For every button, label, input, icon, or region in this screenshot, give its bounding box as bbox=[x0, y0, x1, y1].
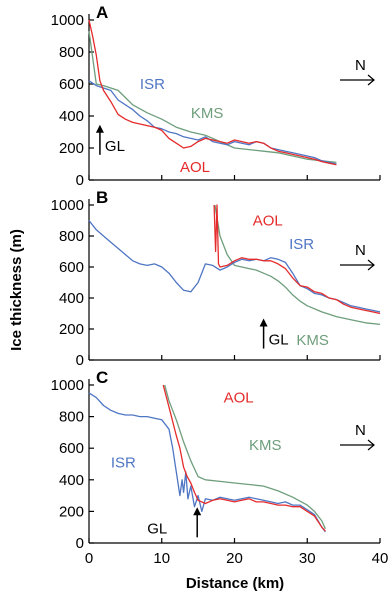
panel-letter: A bbox=[96, 3, 108, 22]
series-label-aol: AOL bbox=[224, 390, 254, 407]
y-axis-title: Ice thickness (m) bbox=[8, 229, 25, 351]
north-arrow-head bbox=[367, 439, 375, 451]
north-label: N bbox=[355, 422, 366, 439]
north-label: N bbox=[355, 57, 366, 74]
y-tick-label: 200 bbox=[59, 503, 84, 520]
gl-label: GL bbox=[269, 332, 289, 349]
series-line-kms bbox=[88, 31, 337, 164]
y-tick-label: 1000 bbox=[51, 12, 84, 29]
y-tick-label: 200 bbox=[59, 140, 84, 157]
x-tick-label: 40 bbox=[372, 550, 389, 567]
gl-arrow-head bbox=[193, 507, 202, 516]
x-axis-title: Distance (km) bbox=[186, 575, 284, 592]
x-tick-label: 30 bbox=[299, 550, 316, 567]
panel-b: 0 200 400 600 800 1000 B AOL ISR KMS GL N bbox=[51, 188, 381, 369]
y-tick-label: 400 bbox=[59, 108, 84, 125]
y-tick-label: 400 bbox=[59, 472, 84, 489]
series-line-isr bbox=[88, 80, 337, 165]
series-label-aol: AOL bbox=[180, 159, 210, 176]
x-tick-label: 10 bbox=[153, 550, 170, 567]
gl-arrow-head bbox=[95, 124, 104, 133]
y-tick-label: 0 bbox=[76, 535, 84, 552]
y-tick-label: 600 bbox=[59, 440, 84, 457]
north-label: N bbox=[355, 242, 366, 259]
y-tick-label: 1000 bbox=[51, 197, 84, 214]
x-tick-label: 20 bbox=[226, 550, 243, 567]
panel-a: 0 200 400 600 800 1000 A ISR KMS AOL GL N bbox=[51, 3, 381, 189]
series-line-kms bbox=[164, 384, 326, 530]
series-label-kms: KMS bbox=[191, 105, 224, 122]
x-tick-label: 0 bbox=[85, 550, 93, 567]
series-label-kms: KMS bbox=[296, 332, 329, 349]
y-tick-label: 400 bbox=[59, 290, 84, 307]
y-tick-label: 0 bbox=[76, 172, 84, 189]
series-label-isr: ISR bbox=[289, 236, 314, 253]
y-tick-label: 800 bbox=[59, 228, 84, 245]
gl-arrow-head bbox=[259, 318, 268, 327]
y-tick-label: 600 bbox=[59, 76, 84, 93]
series-line-aol bbox=[88, 19, 337, 166]
series-label-isr: ISR bbox=[140, 76, 165, 93]
y-tick-label: 200 bbox=[59, 321, 84, 338]
north-arrow-head bbox=[367, 74, 375, 86]
y-tick-label: 1000 bbox=[51, 377, 84, 394]
series-line-isr bbox=[88, 220, 381, 313]
y-tick-label: 600 bbox=[59, 259, 84, 276]
north-arrow-head bbox=[367, 259, 375, 271]
gl-label: GL bbox=[147, 520, 167, 537]
series-line-aol bbox=[162, 384, 326, 532]
y-tick-label: 0 bbox=[76, 352, 84, 369]
series-label-kms: KMS bbox=[249, 437, 282, 454]
series-line-kms bbox=[214, 204, 381, 326]
panel-letter: B bbox=[96, 188, 108, 207]
y-tick-label: 800 bbox=[59, 44, 84, 61]
series-line-aol bbox=[213, 204, 381, 315]
series-label-aol: AOL bbox=[253, 213, 283, 230]
panel-c: 0 200 400 600 800 1000 0 10 20 30 40 C AOL KMS ISR GL N bbox=[51, 368, 389, 567]
y-tick-label: 800 bbox=[59, 409, 84, 426]
panel-letter: C bbox=[96, 368, 108, 387]
series-label-isr: ISR bbox=[111, 454, 136, 471]
series-line-isr bbox=[88, 392, 326, 533]
gl-label: GL bbox=[105, 138, 125, 155]
